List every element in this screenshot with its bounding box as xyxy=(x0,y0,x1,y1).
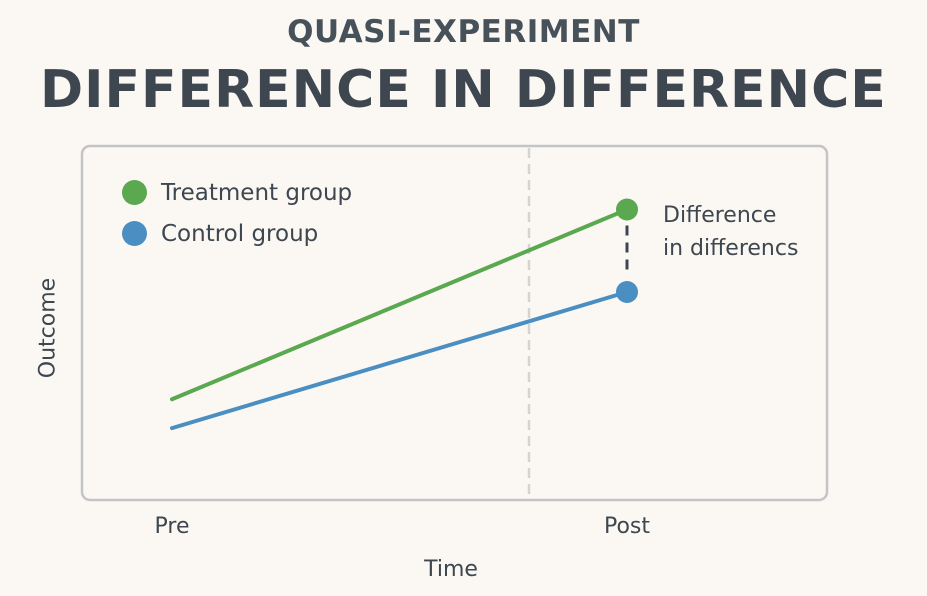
x-tick-pre: Pre xyxy=(154,514,190,539)
treatment-series-line xyxy=(170,207,629,402)
legend-marker-control xyxy=(122,221,147,246)
chart-subtitle: QUASI-EXPERIMENT xyxy=(287,14,640,50)
legend-label-treatment: Treatment group xyxy=(161,179,353,206)
did-annotation: Difference in differencs xyxy=(663,199,798,265)
y-axis-label: Outcome xyxy=(35,277,61,379)
control-series-line xyxy=(170,290,629,431)
did-annotation-line2: in differencs xyxy=(663,236,799,261)
did-annotation-line1: Difference xyxy=(663,203,777,228)
plot-frame xyxy=(80,144,829,502)
treatment-post-point xyxy=(616,198,638,221)
control-post-point xyxy=(616,281,638,303)
legend-marker-treatment xyxy=(122,180,147,205)
chart-title: DIFFERENCE IN DIFFERENCE xyxy=(40,60,887,120)
legend-item-control: Control group xyxy=(122,213,352,254)
x-tick-post: Post xyxy=(603,514,651,539)
legend-item-treatment: Treatment group xyxy=(122,172,352,213)
legend-label-control: Control group xyxy=(161,220,319,247)
chart-legend: Treatment group Control group xyxy=(122,172,352,254)
x-axis-label: Time xyxy=(424,557,478,582)
